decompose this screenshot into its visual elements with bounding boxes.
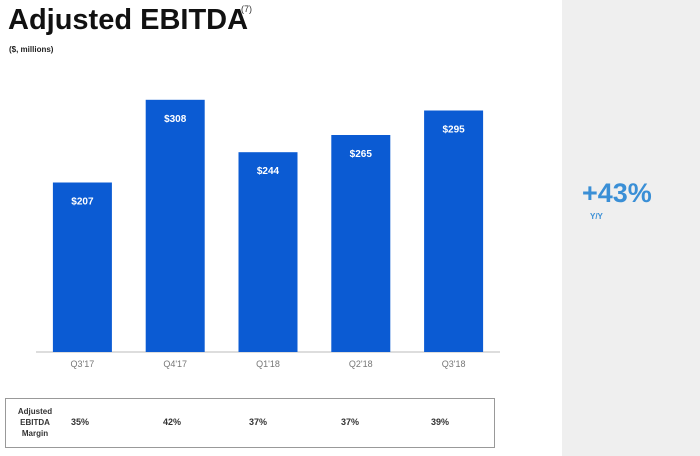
margin-value: 37% bbox=[248, 417, 268, 427]
units-subtitle: ($, millions) bbox=[9, 45, 54, 54]
right-panel bbox=[562, 0, 700, 456]
yoy-growth-label: Y/Y bbox=[590, 212, 603, 221]
margin-value: 35% bbox=[70, 417, 90, 427]
margin-label-line: EBITDA bbox=[20, 418, 50, 427]
bar bbox=[145, 99, 205, 352]
bar-value-label: $295 bbox=[442, 125, 465, 136]
bar-value-label: $207 bbox=[71, 197, 94, 208]
bar-chart: $207 Q3'17 $308 Q4'17 $244 Q1'18 $265 Q2'18 $295… bbox=[36, 99, 500, 369]
x-tick-label: Q2'18 bbox=[349, 359, 373, 369]
bar bbox=[424, 110, 484, 352]
margin-table: Adjusted EBITDA Margin 35% 42% 37% 37% 3… bbox=[5, 398, 495, 448]
yoy-growth-value: +43% bbox=[582, 178, 652, 208]
margin-value: 39% bbox=[430, 417, 450, 427]
margin-value: 42% bbox=[162, 417, 182, 427]
x-tick-label: Q3'17 bbox=[71, 359, 95, 369]
bar bbox=[52, 182, 112, 352]
margin-value: 37% bbox=[340, 417, 360, 427]
x-tick-label: Q4'17 bbox=[163, 359, 187, 369]
bar bbox=[331, 135, 391, 352]
bar-value-label: $265 bbox=[350, 149, 373, 160]
chart-title: Adjusted EBITDA bbox=[8, 4, 249, 36]
bar bbox=[238, 152, 298, 352]
margin-label-line: Adjusted bbox=[17, 407, 53, 416]
margin-label-line: Margin bbox=[21, 429, 49, 438]
bar-value-label: $244 bbox=[257, 166, 280, 177]
bar-value-label: $308 bbox=[164, 114, 187, 125]
x-tick-label: Q1'18 bbox=[256, 359, 280, 369]
x-tick-label: Q3'18 bbox=[442, 359, 466, 369]
margin-row-label: Adjusted EBITDA Margin bbox=[12, 406, 58, 439]
footnote-marker: (7) bbox=[241, 4, 252, 14]
